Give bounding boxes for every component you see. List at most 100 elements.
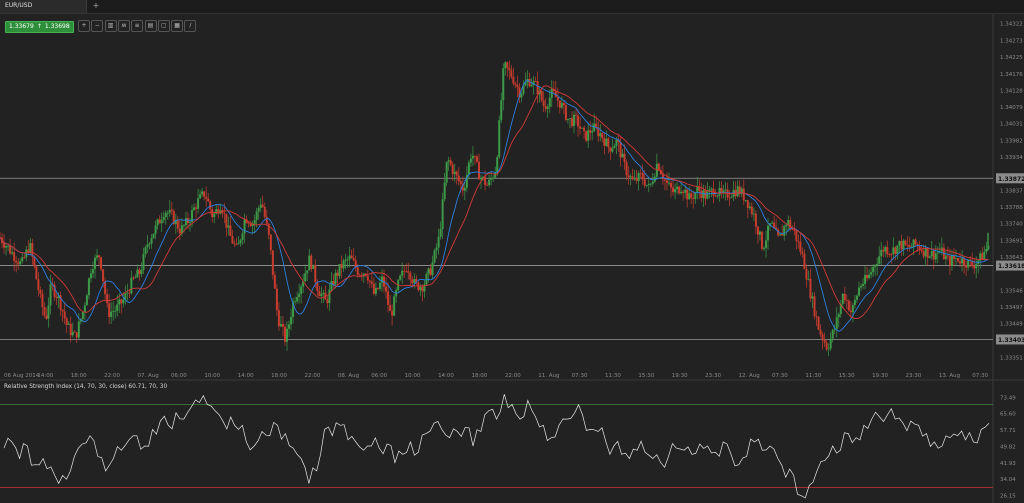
candle-body bbox=[847, 300, 850, 311]
studies-icon[interactable]: ≡ bbox=[131, 20, 144, 32]
zoom-out-icon[interactable]: − bbox=[91, 20, 104, 32]
candle-body bbox=[667, 182, 670, 184]
x-tick-label: 10:00 bbox=[204, 373, 220, 379]
candle-body bbox=[805, 268, 808, 280]
candle-body bbox=[718, 188, 721, 196]
candle-body bbox=[478, 161, 481, 180]
candle-body bbox=[152, 233, 155, 239]
candle-body bbox=[514, 83, 517, 85]
x-tick-label: 22:00 bbox=[305, 373, 321, 379]
candle-body bbox=[146, 244, 149, 248]
x-tick-label: 06:00 bbox=[371, 373, 387, 379]
tab-eurusd[interactable]: EUR/USD bbox=[0, 0, 87, 13]
add-tab-button[interactable]: + bbox=[92, 1, 100, 10]
candle-body bbox=[186, 218, 189, 224]
candle-body bbox=[651, 181, 654, 184]
candle-body bbox=[684, 189, 687, 193]
indicators-icon[interactable]: ʍ bbox=[117, 20, 130, 32]
candle-body bbox=[556, 97, 559, 101]
candle-body bbox=[318, 290, 321, 297]
draw-icon[interactable]: ∕ bbox=[184, 20, 197, 32]
candle-body bbox=[13, 252, 16, 261]
x-tick-label: 07:30 bbox=[972, 373, 988, 379]
snapshot-icon[interactable]: ▢ bbox=[157, 20, 170, 32]
candle-body bbox=[126, 292, 129, 294]
candle-body bbox=[971, 260, 974, 266]
candle-body bbox=[249, 223, 252, 227]
candle-body bbox=[29, 243, 32, 253]
y-tick-label: 1.33982 bbox=[1000, 138, 1023, 144]
candle-body bbox=[914, 239, 917, 245]
quote-badge[interactable]: 1.33679 ↑ 1.33698 bbox=[5, 21, 74, 33]
candle-body bbox=[750, 206, 753, 215]
candle-body bbox=[421, 286, 424, 292]
candle-body bbox=[825, 342, 828, 350]
candle-body bbox=[740, 188, 743, 194]
candle-body bbox=[455, 171, 458, 176]
candle-body bbox=[922, 251, 925, 257]
zoom-in-icon[interactable]: + bbox=[78, 20, 90, 32]
candle-body bbox=[948, 256, 951, 266]
candle-body bbox=[886, 247, 889, 255]
candle-body bbox=[593, 123, 596, 132]
candle-body bbox=[265, 216, 268, 224]
candle-body bbox=[524, 82, 527, 86]
candle-body bbox=[504, 62, 507, 69]
candle-body bbox=[130, 277, 133, 294]
candle-body bbox=[136, 269, 139, 278]
y-tick-label: 1.33740 bbox=[1000, 222, 1023, 228]
candle-body bbox=[320, 293, 323, 297]
candle-body bbox=[93, 257, 96, 270]
candle-body bbox=[275, 288, 278, 311]
candle-body bbox=[859, 285, 862, 288]
candle-body bbox=[562, 102, 565, 105]
candle-body bbox=[372, 283, 375, 294]
candle-body bbox=[882, 249, 885, 252]
candle-body bbox=[358, 274, 361, 276]
candle-body bbox=[609, 147, 612, 152]
candle-body bbox=[486, 184, 489, 186]
candle-body bbox=[704, 190, 707, 199]
candle-body bbox=[920, 249, 923, 252]
candle-body bbox=[453, 171, 456, 175]
candle-body bbox=[429, 268, 432, 275]
candle-body bbox=[271, 250, 274, 275]
candle-body bbox=[122, 299, 125, 304]
candle-body bbox=[142, 253, 145, 270]
candle-body bbox=[124, 293, 127, 300]
settings-icon[interactable]: ▦ bbox=[171, 20, 184, 32]
candle-body bbox=[251, 224, 254, 227]
candle-body bbox=[851, 305, 854, 313]
candle-body bbox=[617, 139, 620, 143]
candle-body bbox=[199, 194, 202, 199]
x-tick-label: 18:00 bbox=[71, 373, 87, 379]
candle-body bbox=[676, 186, 679, 190]
candle-body bbox=[532, 81, 535, 86]
candle-body bbox=[292, 301, 295, 317]
y-tick-label: 1.34176 bbox=[1000, 72, 1023, 78]
candle-body bbox=[241, 233, 244, 240]
candle-body bbox=[492, 177, 495, 179]
candle-body bbox=[534, 81, 537, 82]
candle-body bbox=[932, 250, 935, 260]
chart-type-icon[interactable]: ▥ bbox=[104, 20, 117, 32]
x-tick-label: 11:30 bbox=[605, 373, 621, 379]
candle-body bbox=[193, 207, 196, 211]
candle-body bbox=[934, 253, 937, 260]
candle-body bbox=[322, 292, 325, 294]
candle-body bbox=[611, 148, 614, 152]
objects-icon[interactable]: ▤ bbox=[144, 20, 157, 32]
level-label: 1.33872 bbox=[998, 176, 1024, 183]
candle-body bbox=[209, 201, 212, 210]
candle-body bbox=[223, 213, 226, 214]
candle-body bbox=[874, 265, 877, 267]
candle-body bbox=[872, 266, 875, 273]
candle-body bbox=[965, 265, 968, 268]
candle-body bbox=[564, 104, 567, 120]
candle-body bbox=[803, 253, 806, 269]
x-tick-label: 06:00 bbox=[171, 373, 187, 379]
candle-body bbox=[47, 305, 50, 319]
candle-body bbox=[864, 275, 867, 284]
candle-body bbox=[178, 228, 181, 234]
